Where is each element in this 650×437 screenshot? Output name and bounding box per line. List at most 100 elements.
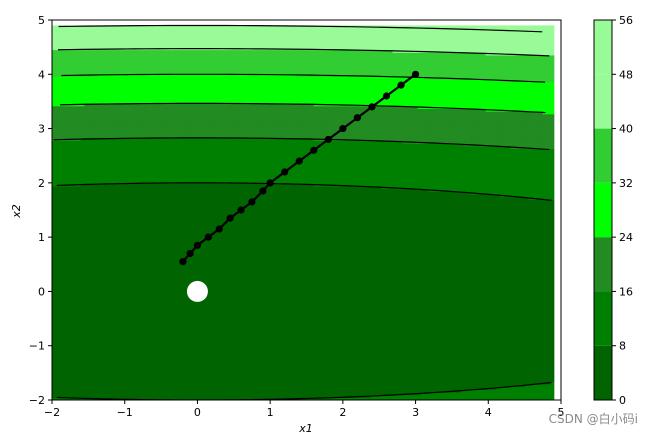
- contour-cell: [424, 341, 429, 345]
- contour-cell: [120, 378, 125, 382]
- contour-cell: [95, 389, 100, 393]
- contour-cell: [80, 341, 85, 345]
- contour-cell: [363, 383, 368, 388]
- contour-cell: [163, 375, 168, 380]
- contour-cell: [52, 354, 57, 358]
- contour-cell: [424, 327, 429, 332]
- contour-cell: [252, 373, 257, 377]
- contour-cell: [163, 389, 168, 393]
- contour-cell: [148, 354, 153, 358]
- contour-cell: [116, 330, 121, 334]
- contour-cell: [492, 362, 497, 366]
- contour-cell: [252, 391, 257, 396]
- contour-cell: [510, 343, 515, 348]
- contour-cell: [52, 343, 57, 348]
- contour-cell: [274, 383, 279, 388]
- contour-cell: [374, 325, 379, 329]
- contour-cell: [87, 391, 93, 396]
- contour-cell: [517, 370, 523, 374]
- contour-cell: [489, 346, 494, 350]
- contour-cell: [112, 325, 118, 329]
- contour-cell: [159, 389, 164, 393]
- contour-cell: [446, 378, 451, 382]
- contour-cell: [299, 365, 304, 369]
- contour-cell: [388, 341, 394, 345]
- contour-cell: [510, 389, 515, 393]
- contour-cell: [535, 362, 540, 366]
- contour-cell: [59, 322, 64, 326]
- contour-cell: [370, 354, 376, 358]
- contour-cell: [492, 381, 497, 385]
- contour-cell: [392, 333, 397, 337]
- contour-cell: [91, 362, 96, 366]
- contour-cell: [374, 386, 379, 390]
- contour-cell: [338, 367, 343, 372]
- contour-cell: [496, 381, 501, 385]
- contour-cell: [478, 322, 483, 326]
- contour-cell: [252, 351, 257, 356]
- contour-cell: [331, 375, 336, 380]
- contour-cell: [532, 389, 537, 393]
- contour-cell: [410, 370, 415, 374]
- contour-cell: [374, 365, 379, 369]
- contour-cell: [195, 335, 200, 340]
- contour-cell: [252, 383, 257, 388]
- contour-cell: [145, 362, 150, 366]
- contour-cell: [87, 335, 93, 340]
- contour-cell: [338, 391, 343, 396]
- contour-cell: [446, 365, 451, 369]
- contour-cell: [349, 378, 354, 382]
- contour-cell: [216, 349, 222, 353]
- contour-cell: [181, 341, 186, 345]
- contour-cell: [87, 367, 93, 372]
- contour-cell: [532, 343, 537, 348]
- contour-cell: [184, 333, 189, 337]
- contour-cell: [535, 349, 540, 353]
- contour-cell: [378, 386, 383, 390]
- contour-cell: [356, 354, 361, 358]
- contour-cell: [324, 383, 329, 388]
- contour-cell: [288, 362, 293, 366]
- contour-cell: [127, 335, 132, 340]
- contour-cell: [281, 362, 286, 366]
- contour-cell: [449, 397, 454, 400]
- contour-cell: [367, 346, 372, 350]
- contour-cell: [356, 343, 361, 348]
- contour-cell: [295, 343, 300, 348]
- contour-cell: [66, 362, 71, 366]
- contour-cell: [270, 338, 275, 342]
- contour-cell: [274, 346, 279, 350]
- contour-cell: [277, 327, 282, 332]
- contour-cell: [241, 386, 247, 390]
- contour-cell: [120, 327, 125, 332]
- contour-cell: [374, 351, 379, 356]
- contour-cell: [73, 333, 78, 337]
- contour-cell: [374, 359, 379, 364]
- contour-cell: [302, 346, 308, 350]
- contour-cell: [59, 375, 64, 380]
- contour-cell: [542, 322, 548, 326]
- contour-cell: [410, 357, 415, 361]
- contour-cell: [546, 333, 551, 337]
- contour-cell: [442, 330, 447, 334]
- contour-cell: [98, 362, 103, 366]
- contour-cell: [195, 354, 200, 358]
- contour-cell: [482, 327, 487, 332]
- contour-cell: [499, 341, 505, 345]
- contour-cell: [385, 375, 390, 380]
- contour-cell: [489, 357, 494, 361]
- contour-cell: [532, 338, 537, 342]
- contour-cell: [396, 375, 401, 380]
- contour-cell: [496, 338, 501, 342]
- contour-cell: [227, 327, 232, 332]
- contour-cell: [206, 365, 211, 369]
- contour-cell: [152, 327, 157, 332]
- contour-cell: [342, 362, 347, 366]
- contour-cell: [381, 335, 386, 340]
- contour-cell: [59, 335, 64, 340]
- contour-cell: [453, 367, 458, 372]
- contour-cell: [370, 375, 376, 380]
- contour-cell: [163, 343, 168, 348]
- contour-cell: [550, 381, 555, 385]
- contour-cell: [234, 349, 239, 353]
